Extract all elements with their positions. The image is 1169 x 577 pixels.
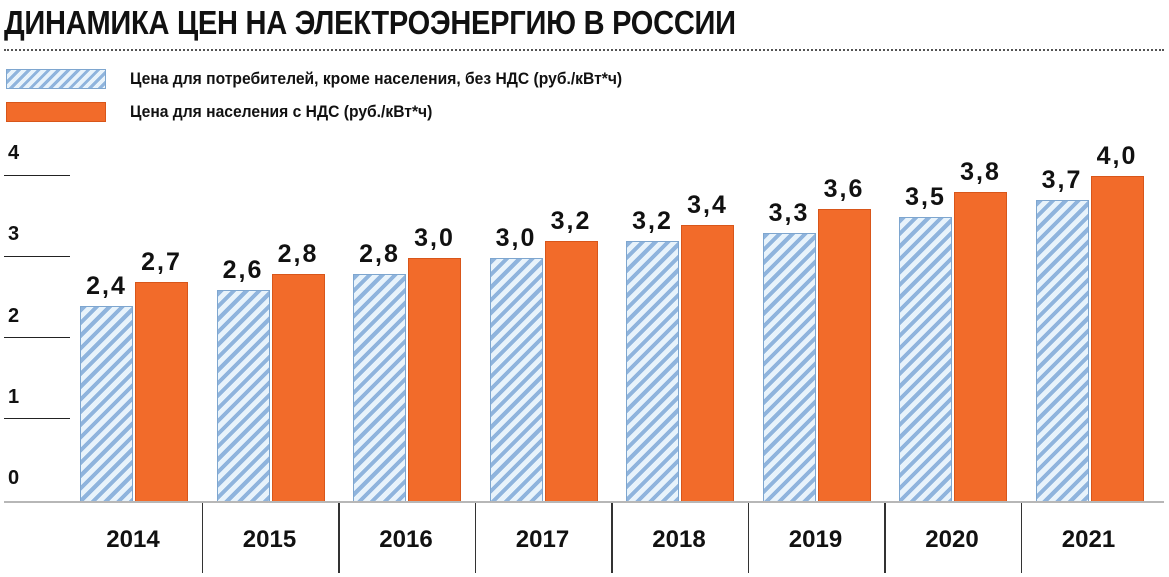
x-separator (338, 503, 340, 573)
bar-household-2017 (544, 241, 598, 502)
value-label-business-2021: 3,7 (1041, 166, 1083, 195)
x-label-2015: 2015 (242, 526, 297, 553)
bar-business-2014 (80, 306, 133, 502)
value-label-household-2015: 2,8 (277, 239, 319, 268)
x-label-2019: 2019 (788, 526, 843, 553)
bar-business-2021 (1035, 200, 1089, 502)
value-label-household-2016: 3,0 (414, 223, 455, 252)
x-separator (611, 503, 613, 573)
value-label-business-2018: 3,2 (632, 207, 673, 236)
value-label-household-2018: 3,4 (687, 190, 728, 219)
x-separator (474, 503, 476, 573)
y-gridline-3 (4, 256, 70, 257)
value-label-household-2014: 2,7 (141, 247, 182, 276)
bar-household-2020 (954, 192, 1007, 502)
x-label-2021: 2021 (1061, 526, 1116, 553)
legend-item-business: Цена для потребителей, кроме населения, … (6, 68, 665, 90)
bar-business-2017 (489, 257, 543, 502)
value-label-household-2021: 4,0 (1096, 142, 1138, 170)
bar-business-2020 (899, 216, 952, 502)
bar-business-2019 (762, 233, 816, 502)
value-label-household-2017: 3,2 (550, 207, 592, 236)
y-gridline-4 (4, 175, 70, 176)
chart-title: ДИНАМИКА ЦЕН НА ЭЛЕКТРОЭНЕРГИЮ В РОССИИ (4, 4, 736, 41)
bar-business-2015 (216, 290, 270, 502)
legend-swatch-solid (6, 102, 106, 122)
bar-household-2019 (817, 208, 871, 502)
x-separator (1020, 503, 1022, 573)
y-gridline-1 (4, 418, 70, 419)
x-separator (884, 503, 886, 573)
y-tick-4: 4 (8, 142, 20, 164)
value-label-household-2020: 3,8 (960, 158, 1001, 187)
value-label-business-2015: 2,6 (222, 256, 264, 285)
bar-household-2021 (1090, 176, 1144, 502)
value-label-business-2020: 3,5 (905, 182, 946, 211)
y-tick-0: 0 (8, 467, 20, 489)
y-tick-2: 2 (8, 305, 20, 327)
x-label-2020: 2020 (925, 526, 979, 553)
value-label-business-2019: 3,3 (768, 199, 810, 228)
legend-swatch-hatched (6, 69, 106, 89)
y-tick-1: 1 (8, 386, 20, 408)
bar-business-2016 (353, 273, 406, 502)
value-label-household-2019: 3,6 (823, 174, 865, 203)
x-axis-baseline (4, 501, 1164, 503)
y-tick-3: 3 (8, 223, 20, 245)
x-label-2014: 2014 (106, 526, 160, 553)
value-label-business-2017: 3,0 (495, 223, 537, 252)
bar-household-2014 (135, 281, 188, 502)
x-label-2018: 2018 (652, 526, 706, 553)
x-label-2016: 2016 (379, 526, 433, 553)
legend-label: Цена для населения с НДС (руб./кВт*ч) (130, 102, 433, 121)
legend-item-household: Цена для населения с НДС (руб./кВт*ч) (6, 101, 459, 123)
bar-household-2015 (271, 273, 325, 502)
value-label-business-2016: 2,8 (359, 239, 400, 268)
x-separator (201, 503, 203, 573)
y-gridline-2 (4, 337, 70, 338)
value-label-business-2014: 2,4 (86, 272, 127, 301)
title-divider (4, 49, 1164, 51)
bar-business-2018 (626, 241, 679, 502)
x-separator (747, 503, 749, 573)
x-label-2017: 2017 (515, 526, 570, 553)
legend-label: Цена для потребителей, кроме населения, … (130, 69, 623, 88)
bar-household-2016 (408, 257, 461, 502)
bar-household-2018 (681, 224, 734, 502)
